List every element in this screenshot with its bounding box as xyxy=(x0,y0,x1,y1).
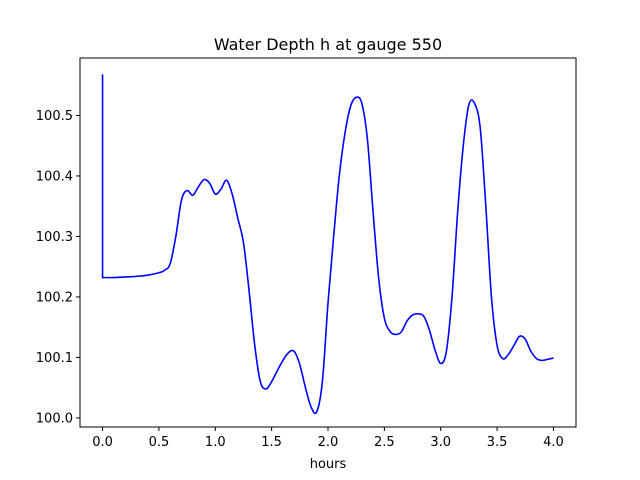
x-axis-label: hours xyxy=(310,457,347,472)
x-tick-label: 3.0 xyxy=(430,435,451,450)
x-tick-label: 0.5 xyxy=(149,435,170,450)
y-tick-label: 100.3 xyxy=(36,230,73,245)
series-line-0 xyxy=(101,74,554,415)
y-tick-label: 100.4 xyxy=(36,169,73,184)
x-tick-label: 3.5 xyxy=(487,435,508,450)
y-tick-label: 100.1 xyxy=(36,351,73,366)
y-axis-ticks: 100.0 100.1 100.2 100.3 100.4 100.5 xyxy=(36,109,80,426)
x-tick-label: 2.0 xyxy=(318,435,339,450)
y-tick-label: 100.0 xyxy=(36,411,73,426)
plot-area xyxy=(80,58,576,427)
x-tick-label: 0.0 xyxy=(92,435,113,450)
x-tick-label: 1.0 xyxy=(205,435,226,450)
x-tick-label: 1.5 xyxy=(261,435,282,450)
plot-frame xyxy=(79,57,577,428)
chart-title: Water Depth h at gauge 550 xyxy=(214,35,442,54)
x-tick-label: 2.5 xyxy=(374,435,395,450)
y-tick-label: 100.2 xyxy=(36,290,73,305)
series-group xyxy=(101,74,554,415)
x-tick-label: 4.0 xyxy=(543,435,564,450)
x-axis-ticks: 0.0 0.5 1.0 1.5 2.0 2.5 3.0 3.5 4.0 xyxy=(92,427,564,450)
y-tick-label: 100.5 xyxy=(36,109,73,124)
